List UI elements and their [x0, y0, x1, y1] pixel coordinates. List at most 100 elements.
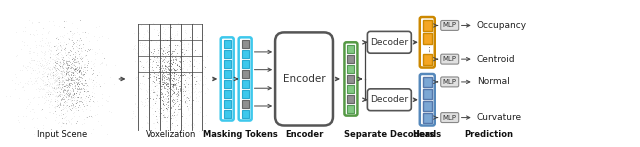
- Point: [44, 85, 54, 87]
- Point: [51, 115, 61, 118]
- Point: [148, 75, 158, 77]
- Point: [152, 64, 162, 67]
- Point: [77, 30, 88, 33]
- Point: [70, 91, 81, 94]
- Point: [171, 57, 181, 59]
- Point: [198, 67, 208, 69]
- Point: [168, 87, 178, 89]
- Point: [168, 84, 178, 86]
- Point: [181, 81, 191, 84]
- Point: [84, 99, 94, 102]
- Point: [165, 91, 175, 93]
- Point: [26, 80, 36, 82]
- Point: [158, 83, 168, 86]
- Point: [38, 88, 49, 90]
- Point: [58, 103, 68, 105]
- Point: [168, 95, 178, 98]
- Point: [51, 44, 61, 47]
- Point: [167, 85, 177, 87]
- Point: [145, 49, 156, 52]
- Point: [40, 64, 51, 66]
- Point: [163, 65, 173, 67]
- Point: [170, 84, 180, 87]
- Point: [170, 79, 180, 81]
- Point: [45, 77, 55, 79]
- Point: [175, 40, 185, 42]
- Point: [179, 72, 189, 75]
- Point: [174, 107, 184, 110]
- Point: [68, 74, 78, 76]
- Point: [171, 72, 181, 75]
- Point: [63, 98, 74, 101]
- Point: [191, 35, 202, 38]
- Point: [58, 81, 68, 83]
- Point: [61, 66, 71, 68]
- Point: [69, 68, 79, 71]
- Point: [184, 72, 194, 74]
- Point: [79, 79, 90, 82]
- Point: [31, 88, 42, 90]
- Point: [144, 59, 154, 61]
- Point: [63, 70, 73, 72]
- Point: [175, 57, 185, 60]
- Point: [150, 91, 161, 93]
- Point: [58, 85, 68, 88]
- Point: [189, 57, 199, 60]
- Point: [69, 98, 79, 101]
- Point: [177, 108, 187, 110]
- Point: [101, 64, 111, 67]
- Point: [184, 77, 194, 79]
- Point: [71, 70, 81, 72]
- Point: [148, 55, 159, 58]
- Point: [61, 72, 71, 74]
- Point: [69, 69, 79, 71]
- Point: [148, 98, 158, 100]
- Point: [159, 74, 169, 76]
- Point: [47, 61, 58, 64]
- Point: [62, 68, 72, 70]
- Point: [54, 106, 65, 108]
- Point: [174, 57, 184, 59]
- Point: [72, 84, 83, 87]
- Point: [168, 131, 179, 133]
- Point: [162, 78, 172, 80]
- Point: [170, 98, 180, 100]
- Point: [159, 87, 169, 89]
- Point: [54, 84, 64, 86]
- Point: [175, 68, 186, 70]
- Point: [187, 63, 197, 65]
- Point: [69, 111, 79, 114]
- Point: [31, 78, 41, 81]
- Point: [152, 82, 162, 84]
- Text: Input Scene: Input Scene: [37, 130, 88, 139]
- Point: [162, 90, 172, 92]
- Point: [42, 59, 52, 61]
- Point: [153, 87, 163, 90]
- Point: [79, 105, 90, 107]
- Point: [56, 35, 67, 37]
- Point: [65, 82, 75, 84]
- Point: [68, 72, 78, 74]
- Point: [131, 76, 141, 78]
- Point: [76, 87, 86, 89]
- Point: [180, 51, 190, 54]
- Point: [196, 90, 206, 92]
- Point: [76, 82, 86, 84]
- Point: [85, 47, 95, 50]
- Point: [51, 73, 61, 75]
- Point: [97, 52, 107, 55]
- Point: [158, 32, 168, 35]
- Point: [147, 122, 157, 125]
- Point: [52, 80, 62, 82]
- Point: [70, 87, 80, 89]
- Point: [165, 70, 175, 72]
- Point: [157, 120, 167, 122]
- Point: [72, 83, 83, 85]
- Point: [72, 83, 83, 85]
- Point: [62, 86, 72, 88]
- Point: [56, 117, 67, 119]
- Point: [160, 68, 170, 70]
- Point: [61, 93, 72, 96]
- Point: [68, 96, 78, 98]
- Point: [38, 96, 49, 99]
